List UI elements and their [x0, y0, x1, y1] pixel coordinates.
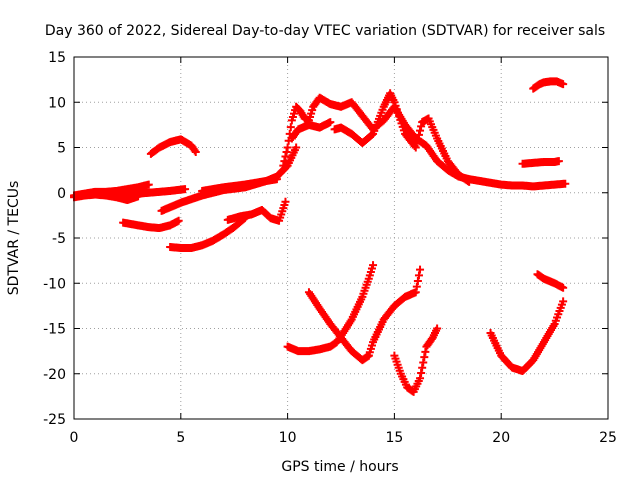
data-point-markers [166, 214, 249, 252]
y-tick-label: 10 [48, 95, 66, 111]
data-point-markers [364, 265, 425, 360]
data-series-track [119, 216, 183, 233]
data-point-markers [486, 297, 568, 376]
data-point-markers [223, 197, 290, 225]
y-tick-label: -25 [43, 412, 66, 428]
data-point-markers [279, 93, 570, 191]
data-point-markers [330, 89, 474, 186]
y-axis-label: SDTVAR / TECUs [6, 181, 22, 296]
data-point-markers [304, 288, 373, 365]
axis-ticks: 0 5 10 15 20 25 -25 -20 -15 -10 -5 0 5 10 15 [43, 50, 617, 446]
data-point-markers [390, 324, 442, 396]
data-series [70, 77, 570, 396]
y-tick-label: -20 [43, 367, 66, 383]
y-tick-label: -5 [52, 231, 66, 247]
x-tick-label: 15 [385, 430, 403, 446]
y-tick-label: 5 [57, 141, 66, 157]
x-tick-label: 25 [599, 430, 617, 446]
plot-frame [73, 56, 609, 420]
data-series-track [486, 297, 568, 376]
data-point-markers [287, 118, 335, 143]
data-series-track [287, 118, 335, 143]
data-series-track [116, 185, 190, 199]
y-tick-label: 15 [48, 50, 66, 66]
data-series-track [198, 175, 281, 195]
data-series-track [529, 77, 568, 93]
data-point-markers [533, 270, 568, 292]
y-tick-label: 0 [57, 186, 66, 202]
data-point-markers [116, 185, 190, 199]
x-tick-label: 20 [492, 430, 510, 446]
data-series-track [364, 265, 425, 360]
data-point-markers [198, 175, 281, 195]
chart-title: Day 360 of 2022, Sidereal Day-to-day VTE… [45, 23, 605, 39]
data-point-markers [119, 216, 183, 233]
data-series-track [518, 157, 563, 168]
data-series-track [166, 214, 249, 252]
y-tick-label: -10 [43, 276, 66, 292]
data-point-markers [529, 77, 568, 93]
x-tick-label: 5 [176, 430, 185, 446]
x-tick-label: 10 [279, 430, 297, 446]
data-series-track [390, 324, 442, 396]
data-series-track [283, 261, 378, 356]
data-series-track [223, 197, 290, 225]
data-point-markers [283, 261, 378, 356]
data-series-track [304, 288, 373, 365]
data-point-markers [518, 157, 563, 168]
data-point-markers [146, 135, 200, 158]
data-series-track [146, 135, 200, 158]
data-series-track [330, 89, 474, 186]
y-tick-label: -15 [43, 322, 66, 338]
data-series-track [533, 270, 568, 292]
x-tick-label: 0 [70, 430, 79, 446]
x-axis-label: GPS time / hours [281, 459, 398, 475]
data-series-track [279, 93, 570, 191]
